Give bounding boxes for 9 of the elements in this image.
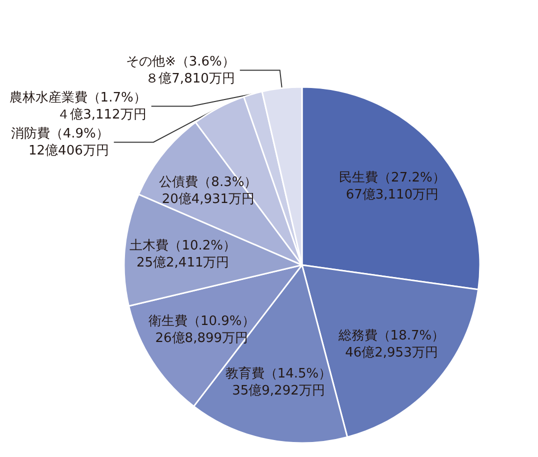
slice-label: 総務費（18.7%）46億2,953万円	[337, 328, 445, 360]
slice-label: 消防費（4.9%）12億406万円	[10, 126, 109, 158]
slice-label: 土木費（10.2%）25億2,411万円	[130, 238, 236, 270]
slice-label: その他※（3.6%）８億7,810万円	[126, 54, 235, 86]
slice-label: 衛生費（10.9%）26億8,899万円	[148, 314, 255, 346]
slice-label: 教育費（14.5%）35億9,292万円	[225, 365, 332, 398]
slice-label: 公債費（8.3%）20億4,931万円	[159, 174, 258, 207]
slice-label: 民生費（27.2%）67億3,110万円	[339, 170, 446, 202]
slice-label: 農林水産業費（1.7%）４億3,112万円	[9, 89, 146, 122]
